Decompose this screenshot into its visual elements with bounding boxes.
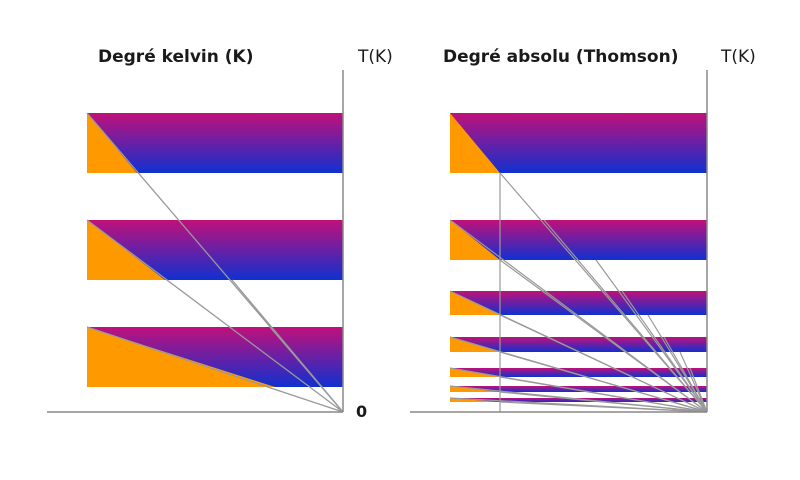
kelvin-title: Degré kelvin (K) xyxy=(98,47,254,67)
thomson-band-4 xyxy=(450,337,707,352)
left-panel: Degré kelvin (K) T(K) 0 xyxy=(47,47,393,421)
kelvin-guide-lines xyxy=(86,112,344,413)
thomson-band-5 xyxy=(450,368,707,377)
thomson-wedge-1 xyxy=(450,113,500,173)
kelvin-zero-label: 0 xyxy=(356,402,367,421)
thomson-band-6 xyxy=(450,386,707,392)
kelvin-axis-label: T(K) xyxy=(357,47,393,67)
right-panel: Degré absolu (Thomson) T(K) xyxy=(410,47,756,413)
thomson-axis-label: T(K) xyxy=(720,47,756,67)
thomson-band-1 xyxy=(450,113,707,173)
thomson-guide-lines xyxy=(449,172,708,413)
thomson-band-2 xyxy=(450,220,707,260)
thomson-title: Degré absolu (Thomson) xyxy=(443,47,678,67)
